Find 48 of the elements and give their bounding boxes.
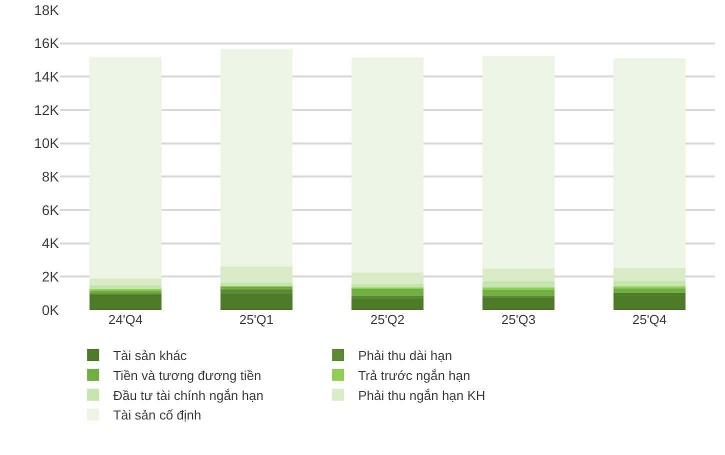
bar — [220, 287, 293, 290]
bar — [89, 57, 162, 279]
y-tick-label: 6K — [42, 202, 60, 218]
bar — [220, 283, 293, 286]
bar — [613, 58, 686, 268]
y-tick-label: 18K — [34, 2, 60, 18]
bar — [613, 292, 686, 310]
bar — [220, 266, 293, 284]
bar — [89, 294, 162, 310]
legend-label: Phải thu ngắn hạn KH — [358, 388, 486, 403]
y-tick-label: 14K — [34, 68, 60, 85]
bar — [89, 290, 162, 294]
bar — [613, 288, 686, 293]
x-tick-label: 25'Q3 — [501, 312, 536, 327]
bar — [351, 296, 424, 299]
x-tick-label: 24'Q4 — [108, 312, 143, 327]
y-tick-label: 12K — [34, 102, 60, 118]
bar — [482, 268, 555, 282]
legend-label: Phải thu dài hạn — [358, 348, 452, 364]
y-tick-label: 16K — [34, 35, 60, 52]
bar — [220, 294, 293, 310]
y-tick-label: 2K — [42, 268, 60, 285]
legend-label: Tài sản khác — [113, 348, 188, 364]
bar — [351, 284, 424, 288]
y-tick-label: 10K — [34, 135, 60, 152]
bar — [220, 290, 293, 294]
legend-label: Tiền và tương đương tiền — [113, 368, 262, 383]
y-tick-label: 0K — [42, 302, 60, 318]
y-tick-label: 4K — [42, 235, 60, 252]
legend-label: Trả trước ngắn hạn — [358, 368, 470, 383]
x-tick-label: 25'Q2 — [370, 312, 405, 327]
bar — [482, 298, 555, 310]
bar — [351, 299, 424, 310]
bar — [613, 268, 686, 281]
bar — [351, 288, 424, 296]
legend-label: Đầu tư tài chính ngắn hạn — [113, 388, 264, 403]
legend-label: Tài sản cố định — [113, 408, 202, 423]
x-tick-label: 25'Q1 — [239, 312, 274, 327]
bar — [220, 49, 293, 267]
y-tick-label: 8K — [42, 168, 60, 185]
bar — [351, 58, 424, 272]
x-tick-label: 25'Q4 — [632, 312, 667, 327]
bar — [89, 278, 162, 286]
bar — [482, 56, 555, 269]
bar — [613, 280, 686, 287]
bar — [351, 272, 424, 284]
bar — [89, 285, 162, 290]
bar — [482, 281, 555, 288]
